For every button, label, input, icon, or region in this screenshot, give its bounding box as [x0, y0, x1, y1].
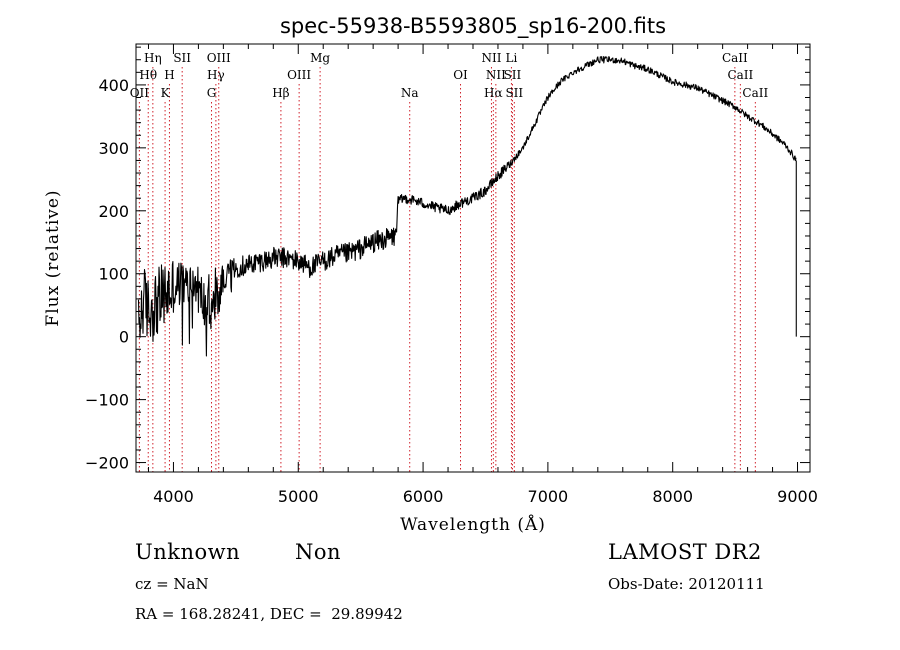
obs-date-label: Obs-Date: 20120111 — [608, 575, 765, 593]
line-label: G — [207, 86, 217, 100]
y-tick-label: 200 — [98, 202, 129, 221]
line-label: K — [161, 86, 171, 100]
line-label: Na — [401, 86, 419, 100]
y-tick-label: −100 — [85, 391, 129, 410]
line-label: SII — [173, 51, 191, 65]
x-tick-label: 6000 — [403, 487, 444, 506]
x-axis-label: Wavelength (Å) — [400, 514, 546, 535]
line-label: NII — [481, 51, 501, 65]
x-tick-label: 9000 — [777, 487, 818, 506]
plot-frame — [135, 43, 811, 473]
x-tick-label: 7000 — [528, 487, 569, 506]
line-label: Hγ — [207, 68, 225, 82]
line-label: Hα — [484, 86, 503, 100]
spectrum-chart: spec-55938-B5593805_sp16-200.fits 4000 50… — [43, 14, 818, 535]
line-label: CaII — [742, 86, 768, 100]
line-label: CaII — [727, 68, 753, 82]
line-label: Li — [506, 51, 518, 65]
line-label: Hθ — [139, 68, 157, 82]
y-tick-label: 300 — [98, 139, 129, 158]
spectrum-line — [137, 56, 797, 357]
spectrum-series — [137, 56, 797, 357]
line-label: OII — [130, 86, 150, 100]
chart-title: spec-55938-B5593805_sp16-200.fits — [280, 14, 666, 39]
line-label: CaII — [722, 51, 748, 65]
axes: 4000 5000 6000 7000 8000 9000 −200 −100 0 100 200 3… — [85, 44, 818, 506]
emission-line-markers — [138, 67, 756, 472]
subclass-label: Non — [295, 540, 342, 564]
line-label: OI — [453, 68, 468, 82]
line-label: SII — [504, 68, 522, 82]
line-label: OIII — [287, 68, 311, 82]
class-label: Unknown — [135, 540, 241, 564]
y-tick-label: 400 — [98, 76, 129, 95]
y-tick-label: 100 — [98, 265, 129, 284]
line-label: Hη — [144, 51, 162, 65]
y-axis-label: Flux (relative) — [43, 189, 63, 326]
y-tick-label: 0 — [119, 328, 129, 347]
radec-label: RA = 168.28241, DEC = 29.89942 — [135, 605, 403, 623]
survey-label: LAMOST DR2 — [608, 540, 762, 564]
line-label: SII — [505, 86, 523, 100]
x-tick-label: 4000 — [153, 487, 194, 506]
line-label: OIII — [207, 51, 231, 65]
line-label: Hβ — [272, 86, 289, 100]
x-tick-label: 5000 — [278, 487, 319, 506]
line-label: NII — [486, 68, 506, 82]
y-tick-label: −200 — [85, 454, 129, 473]
line-label: Mg — [310, 51, 330, 65]
x-tick-label: 8000 — [652, 487, 693, 506]
cz-label: cz = NaN — [135, 575, 209, 593]
line-label: H — [164, 68, 174, 82]
